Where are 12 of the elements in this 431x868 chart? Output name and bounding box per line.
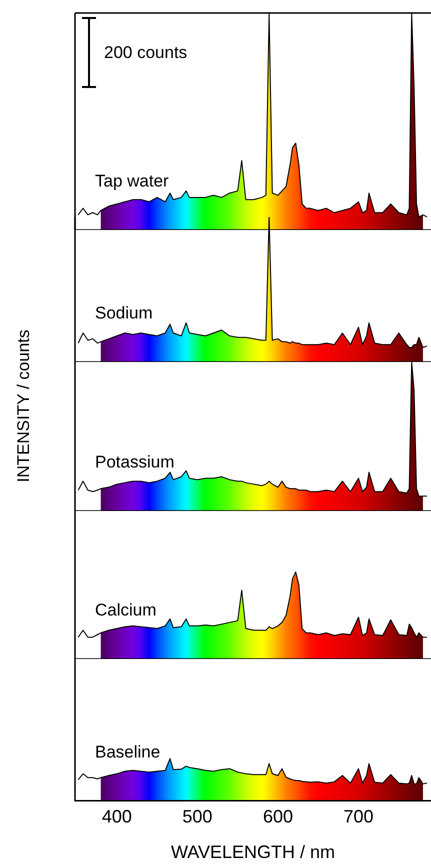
x-tick-label: 700 [343, 806, 374, 827]
series-label: Tap water [95, 172, 170, 191]
x-axis-title: WAVELENGTH / nm [170, 842, 336, 862]
series-label: Potassium [95, 452, 174, 472]
series-label: Sodium [95, 304, 153, 323]
series-label: Calcium [95, 600, 156, 620]
series-label: Baseline [95, 742, 160, 762]
y-axis-title: INTENSITY / counts [14, 330, 34, 482]
x-tick-label: 400 [102, 806, 132, 827]
x-tick-label: 500 [182, 806, 212, 827]
x-tick-label: 600 [262, 806, 293, 827]
annotation: 200 counts [104, 43, 188, 63]
